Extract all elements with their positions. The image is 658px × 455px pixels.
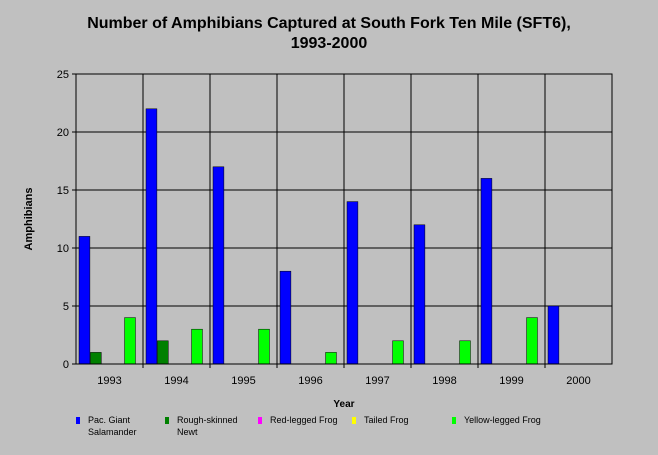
bar bbox=[279, 270, 292, 365]
y-tick-label: 20 bbox=[57, 127, 69, 139]
x-tick-label: 2000 bbox=[566, 375, 590, 387]
bar bbox=[90, 352, 102, 365]
legend-label: Pac. Giant Salamander bbox=[88, 415, 137, 437]
x-tick-label: 1999 bbox=[499, 375, 523, 387]
y-tick-label: 0 bbox=[63, 359, 69, 371]
legend-swatch bbox=[76, 417, 80, 424]
x-tick-label: 1994 bbox=[164, 375, 188, 387]
x-tick-label: 1993 bbox=[97, 375, 121, 387]
legend-swatch bbox=[352, 417, 356, 424]
legend-swatch bbox=[165, 417, 169, 424]
bar bbox=[325, 352, 337, 365]
bar bbox=[191, 328, 203, 365]
bar bbox=[157, 340, 169, 365]
y-tick-labels: 0 5 10 15 20 25 bbox=[57, 69, 76, 371]
bar bbox=[124, 317, 136, 365]
chart-title-line-2: 1993-2000 bbox=[290, 35, 368, 52]
y-tick-label: 5 bbox=[63, 301, 69, 313]
legend: Pac. Giant Salamander Rough-skinned Newt R… bbox=[76, 414, 636, 450]
y-tick-label: 10 bbox=[57, 243, 69, 255]
chart-title: Number of Amphibians Captured at South F… bbox=[0, 14, 658, 54]
y-tick-label: 15 bbox=[57, 185, 69, 197]
y-tick-label: 25 bbox=[57, 69, 69, 81]
y-axis-label: Amphibians bbox=[23, 188, 35, 251]
x-tick-labels: 1993 1994 1995 1996 1997 1998 1999 2000 bbox=[97, 375, 590, 387]
legend-label: Yellow-legged Frog bbox=[464, 415, 541, 425]
x-axis-label: Year bbox=[333, 399, 354, 410]
grid-lines bbox=[76, 74, 612, 368]
legend-swatch bbox=[452, 417, 456, 424]
bar bbox=[459, 340, 471, 365]
bar bbox=[547, 305, 560, 365]
bar bbox=[526, 317, 538, 365]
bar bbox=[413, 224, 426, 365]
bar bbox=[145, 108, 158, 365]
legend-label: Rough-skinned Newt bbox=[177, 415, 238, 437]
bar bbox=[78, 236, 91, 365]
legend-label: Red-legged Frog bbox=[270, 415, 338, 425]
x-tick-label: 1995 bbox=[231, 375, 255, 387]
bar bbox=[480, 178, 493, 365]
plot-border bbox=[75, 73, 613, 365]
bar bbox=[212, 166, 225, 365]
x-tick-label: 1996 bbox=[298, 375, 322, 387]
chart-title-line-1: Number of Amphibians Captured at South F… bbox=[87, 15, 571, 32]
bar bbox=[346, 201, 359, 365]
x-tick-label: 1998 bbox=[432, 375, 456, 387]
legend-label: Tailed Frog bbox=[364, 415, 409, 425]
bar bbox=[258, 328, 270, 365]
x-tick-label: 1997 bbox=[365, 375, 389, 387]
bar bbox=[392, 340, 404, 365]
legend-swatch bbox=[258, 417, 262, 424]
